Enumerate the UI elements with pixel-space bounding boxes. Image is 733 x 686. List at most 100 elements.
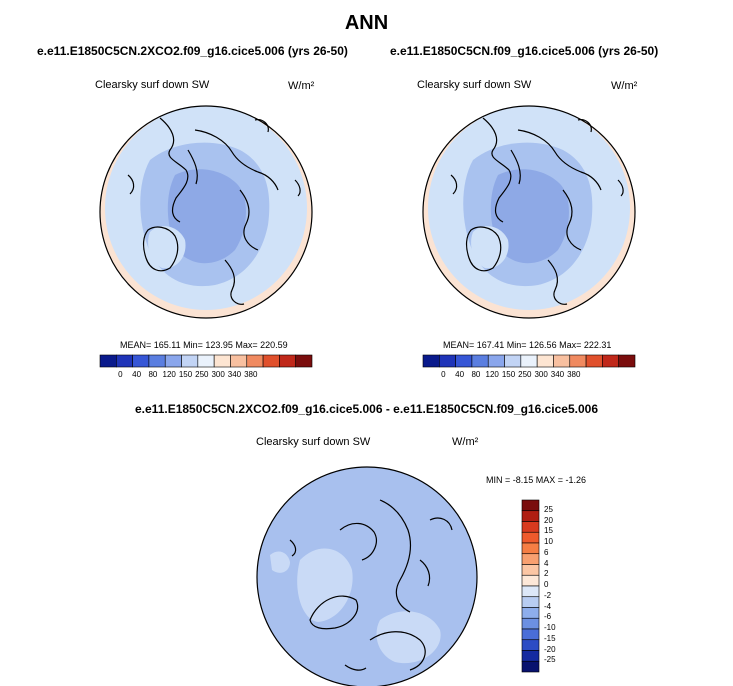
- right-variable-label: Clearsky surf down SW: [417, 79, 532, 91]
- colorbar-tick-label: 380: [567, 370, 581, 379]
- colorbar-swatch: [148, 354, 166, 368]
- colorbar-tick-label: 120: [485, 370, 499, 379]
- colorbar-swatch: [521, 639, 540, 651]
- colorbar-tick-label: 300: [211, 370, 225, 379]
- colorbar-tick-label: -10: [544, 623, 556, 632]
- colorbar-swatch: [262, 354, 280, 368]
- colorbar-tick-label: 15: [544, 526, 553, 536]
- diff-colorbar: [521, 499, 540, 673]
- colorbar-swatch: [521, 542, 540, 555]
- colorbar-swatch: [246, 354, 264, 368]
- colorbar-swatch: [197, 354, 215, 368]
- colorbar-swatch: [504, 354, 522, 368]
- colorbar-swatch: [116, 354, 133, 368]
- colorbar-tick-label: 40: [132, 370, 142, 379]
- colorbar-swatch: [521, 531, 540, 544]
- left-stats: MEAN= 165.11 Min= 123.95 Max= 220.59: [120, 340, 288, 350]
- colorbar-swatch: [585, 354, 603, 368]
- left-colorbar: [99, 354, 313, 368]
- colorbar-tick-label: 340: [550, 370, 565, 379]
- colorbar-tick-label: 150: [178, 370, 193, 379]
- colorbar-swatch: [521, 510, 540, 522]
- colorbar-swatch: [520, 354, 538, 368]
- colorbar-swatch: [569, 354, 587, 368]
- diff-map-base: [257, 467, 477, 686]
- colorbar-tick-label: 2: [544, 569, 549, 579]
- colorbar-swatch: [521, 660, 540, 673]
- colorbar-swatch: [471, 354, 489, 368]
- colorbar-swatch: [279, 354, 296, 368]
- left-map-outline: [99, 105, 313, 319]
- colorbar-swatch: [521, 596, 540, 608]
- left-variable-label: Clearsky surf down SW: [95, 79, 210, 91]
- colorbar-tick-label: 120: [162, 370, 176, 379]
- colorbar-swatch: [521, 553, 540, 565]
- colorbar-swatch: [521, 564, 540, 576]
- colorbar-swatch: [521, 521, 540, 533]
- colorbar-swatch: [132, 354, 150, 368]
- colorbar-swatch: [295, 354, 313, 368]
- diff-map-outline: [256, 466, 478, 686]
- colorbar-swatch: [521, 617, 540, 630]
- colorbar-swatch: [521, 499, 540, 512]
- colorbar-swatch: [521, 628, 540, 641]
- diff-map-coastlines: [289, 499, 453, 671]
- diff-polar-map: [257, 467, 477, 686]
- left-case-title: e.e11.E1850C5CN.2XCO2.f09_g16.cice5.006 …: [37, 44, 348, 58]
- colorbar-tick-label: 25: [544, 504, 553, 514]
- right-map-coastlines: [450, 117, 624, 305]
- left-map-deep-region: [167, 169, 246, 264]
- colorbar-tick-label: 380: [244, 370, 258, 379]
- right-units-label: W/m²: [611, 80, 638, 92]
- colorbar-swatch: [439, 354, 456, 368]
- colorbar-swatch: [487, 354, 505, 368]
- colorbar-swatch: [213, 354, 231, 368]
- colorbar-tick-label: 250: [518, 370, 532, 379]
- colorbar-swatch: [521, 574, 540, 587]
- diff-map-light-patch-2: [376, 611, 441, 664]
- colorbar-swatch: [99, 354, 117, 368]
- colorbar-tick-label: 40: [455, 370, 465, 379]
- colorbar-tick-label: -6: [544, 612, 552, 622]
- season-title: ANN: [344, 12, 389, 34]
- colorbar-tick-label: 0: [544, 580, 549, 589]
- colorbar-tick-label: 340: [227, 370, 242, 379]
- colorbar-swatch: [521, 607, 540, 619]
- diff-map-light-patch-1: [297, 548, 353, 622]
- colorbar-swatch: [536, 354, 554, 368]
- diff-map-light-patch-3: [270, 551, 290, 573]
- diff-stats: MIN = -8.15 MAX = -1.26: [486, 475, 587, 485]
- colorbar-swatch: [602, 354, 619, 368]
- colorbar-swatch: [181, 354, 199, 368]
- colorbar-swatch: [164, 354, 182, 368]
- right-map-outline: [422, 105, 636, 319]
- colorbar-tick-label: 300: [534, 370, 548, 379]
- colorbar-swatch: [422, 354, 440, 368]
- colorbar-tick-label: -2: [544, 590, 552, 600]
- colorbar-swatch: [553, 354, 571, 368]
- right-map-deep-region: [490, 169, 569, 264]
- right-stats: MEAN= 167.41 Min= 126.56 Max= 222.31: [443, 340, 612, 350]
- left-polar-map: [100, 106, 312, 318]
- colorbar-tick-label: -25: [544, 655, 556, 665]
- diff-variable-label: Clearsky surf down SW: [256, 436, 371, 448]
- colorbar-tick-label: 20: [544, 515, 553, 525]
- colorbar-tick-label: 6: [544, 547, 549, 557]
- right-case-title: e.e11.E1850C5CN.f09_g16.cice5.006 (yrs 2…: [390, 44, 659, 58]
- colorbar-tick-label: -15: [544, 633, 556, 643]
- colorbar-tick-label: 4: [544, 558, 549, 568]
- left-units-label: W/m²: [288, 80, 315, 92]
- colorbar-swatch: [521, 650, 540, 662]
- diff-units-label: W/m²: [452, 436, 479, 448]
- colorbar-tick-label: 0: [118, 370, 123, 379]
- right-colorbar: [422, 354, 636, 368]
- colorbar-tick-label: 80: [148, 370, 158, 379]
- colorbar-tick-label: 250: [195, 370, 209, 379]
- colorbar-tick-label: 150: [501, 370, 516, 379]
- right-polar-map: [423, 106, 635, 318]
- colorbar-swatch: [521, 585, 540, 598]
- colorbar-swatch: [618, 354, 636, 368]
- colorbar-tick-label: -4: [544, 601, 552, 611]
- colorbar-tick-label: 0: [441, 370, 446, 379]
